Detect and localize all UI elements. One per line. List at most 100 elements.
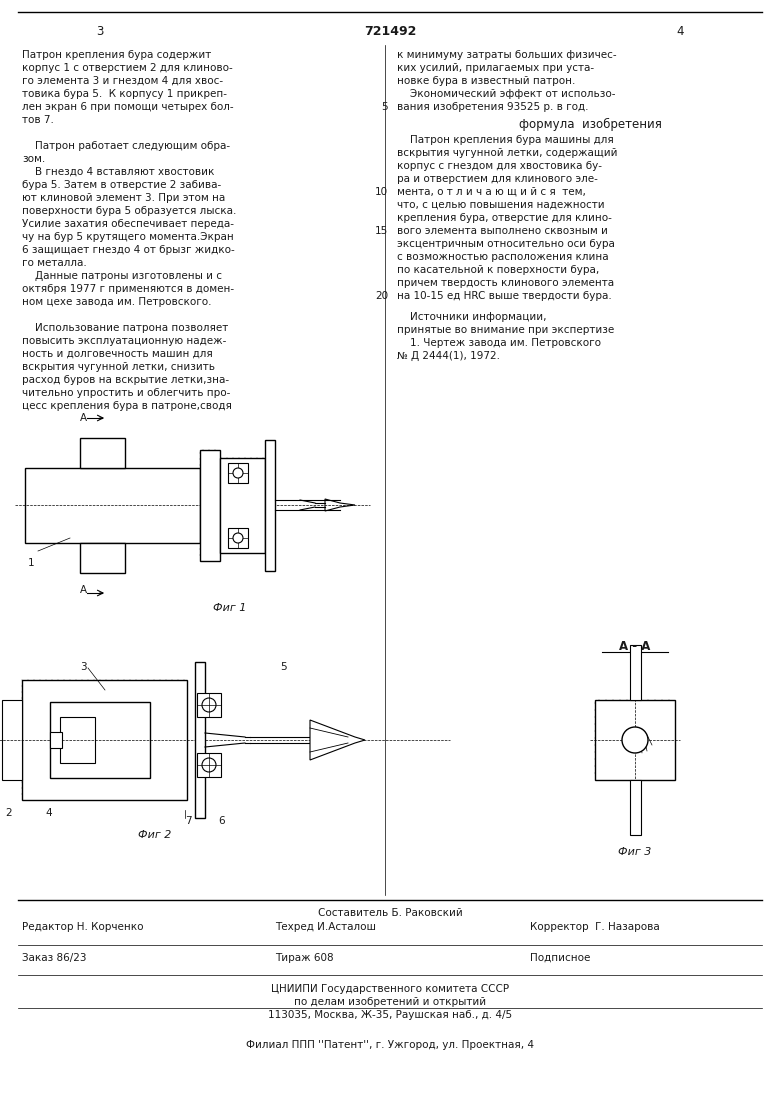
Bar — [197, 693, 221, 717]
Bar — [630, 645, 641, 700]
Bar — [200, 450, 220, 561]
Bar — [228, 463, 248, 483]
Text: бура 5. Затем в отверстие 2 забива-: бура 5. Затем в отверстие 2 забива- — [22, 180, 222, 190]
Text: 3: 3 — [80, 662, 87, 672]
Text: ном цехе завода им. Петровского.: ном цехе завода им. Петровского. — [22, 297, 211, 307]
Text: тов 7.: тов 7. — [22, 115, 54, 125]
Text: эксцентричным относительно оси бура: эксцентричным относительно оси бура — [397, 239, 615, 249]
Text: новке бура в известный патрон.: новке бура в известный патрон. — [397, 76, 576, 86]
Text: Подписное: Подписное — [530, 953, 590, 963]
Text: Редактор Н. Корченко: Редактор Н. Корченко — [22, 922, 144, 932]
Bar — [265, 440, 275, 571]
Text: ЦНИИПИ Государственного комитета СССР: ЦНИИПИ Государственного комитета СССР — [271, 984, 509, 994]
Circle shape — [233, 468, 243, 478]
Text: по касательной к поверхности бура,: по касательной к поверхности бура, — [397, 265, 599, 275]
Text: № Д 2444(1), 1972.: № Д 2444(1), 1972. — [397, 351, 500, 361]
Text: ра и отверстием для клинового эле-: ра и отверстием для клинового эле- — [397, 174, 598, 184]
Text: принятые во внимание при экспертизе: принятые во внимание при экспертизе — [397, 325, 615, 335]
Text: Заказ 86/23: Заказ 86/23 — [22, 953, 87, 963]
Text: ют клиновой элемент 3. При этом на: ют клиновой элемент 3. При этом на — [22, 193, 225, 203]
Text: А: А — [80, 413, 87, 422]
Text: 10: 10 — [375, 188, 388, 197]
Text: вания изобретения 93525 р. в год.: вания изобретения 93525 р. в год. — [397, 101, 588, 113]
Text: вого элемента выполнено сквозным и: вого элемента выполнено сквозным и — [397, 226, 608, 236]
Bar — [197, 753, 221, 777]
Text: Усилие захатия обеспечивает переда-: Усилие захатия обеспечивает переда- — [22, 219, 234, 229]
Text: 2: 2 — [5, 808, 12, 818]
Text: цесс крепления бура в патроне,сводя: цесс крепления бура в патроне,сводя — [22, 401, 232, 411]
Text: Тираж 608: Тираж 608 — [275, 953, 334, 963]
Text: корпус с гнездом для хвостовика бу-: корпус с гнездом для хвостовика бу- — [397, 161, 602, 171]
Text: 15: 15 — [374, 226, 388, 236]
Text: причем твердость клинового элемента: причем твердость клинового элемента — [397, 278, 614, 288]
Text: вскрытия чугунной летки, снизить: вскрытия чугунной летки, снизить — [22, 362, 215, 372]
Text: 7: 7 — [185, 816, 192, 826]
Circle shape — [233, 533, 243, 543]
Text: 6: 6 — [218, 816, 225, 826]
Text: ность и долговечность машин для: ность и долговечность машин для — [22, 349, 213, 358]
Bar — [595, 700, 675, 780]
Text: корпус 1 с отверстием 2 для клиново-: корпус 1 с отверстием 2 для клиново- — [22, 63, 232, 73]
Text: 113035, Москва, Ж-35, Раушская наб., д. 4/5: 113035, Москва, Ж-35, Раушская наб., д. … — [268, 1010, 512, 1020]
Bar — [60, 717, 95, 763]
Text: Экономический эффект от использо-: Экономический эффект от использо- — [397, 89, 615, 99]
Text: А: А — [80, 585, 87, 595]
Text: к минимуму затраты больших физичес-: к минимуму затраты больших физичес- — [397, 50, 617, 60]
Bar — [25, 468, 200, 543]
Polygon shape — [310, 720, 365, 760]
Bar — [630, 780, 641, 835]
Text: Филиал ППП ''Патент'', г. Ужгород, ул. Проектная, 4: Филиал ППП ''Патент'', г. Ужгород, ул. П… — [246, 1040, 534, 1050]
Circle shape — [622, 727, 648, 753]
Text: В гнездо 4 вставляют хвостовик: В гнездо 4 вставляют хвостовик — [22, 167, 215, 176]
Text: Использование патрона позволяет: Использование патрона позволяет — [22, 323, 229, 333]
Text: повысить эксплуатационную надеж-: повысить эксплуатационную надеж- — [22, 336, 226, 346]
Text: что, с целью повышения надежности: что, с целью повышения надежности — [397, 200, 604, 210]
Text: по делам изобретений и открытий: по делам изобретений и открытий — [294, 997, 486, 1007]
Text: Фиг 1: Фиг 1 — [213, 603, 246, 613]
Text: го элемента 3 и гнездом 4 для хвос-: го элемента 3 и гнездом 4 для хвос- — [22, 76, 223, 86]
Text: 20: 20 — [375, 291, 388, 301]
Text: вскрытия чугунной летки, содержащий: вскрытия чугунной летки, содержащий — [397, 148, 618, 158]
Text: крепления бура, отверстие для клино-: крепления бура, отверстие для клино- — [397, 213, 612, 223]
Bar — [2, 700, 22, 780]
Text: го металла.: го металла. — [22, 258, 87, 268]
Text: 1: 1 — [28, 558, 34, 568]
Text: Фиг 2: Фиг 2 — [138, 829, 172, 840]
Text: лен экран 6 при помощи четырех бол-: лен экран 6 при помощи четырех бол- — [22, 101, 234, 113]
Bar — [80, 543, 125, 572]
Text: на 10-15 ед HRC выше твердости бура.: на 10-15 ед HRC выше твердости бура. — [397, 291, 612, 301]
Text: Данные патроны изготовлены и с: Данные патроны изготовлены и с — [22, 271, 222, 281]
Text: 4: 4 — [676, 25, 684, 38]
Text: Корректор  Г. Назарова: Корректор Г. Назарова — [530, 922, 660, 932]
Text: с возможностью расположения клина: с возможностью расположения клина — [397, 251, 608, 263]
Text: 5: 5 — [381, 101, 388, 113]
Text: ких усилий, прилагаемых при уста-: ких усилий, прилагаемых при уста- — [397, 63, 594, 73]
Bar — [50, 732, 62, 748]
Bar — [195, 662, 205, 818]
Bar — [220, 458, 265, 553]
Text: чительно упростить и облегчить про-: чительно упростить и облегчить про- — [22, 388, 230, 398]
Bar — [80, 438, 125, 468]
Text: Техред И.Асталош: Техред И.Асталош — [275, 922, 376, 932]
Text: мента, о т л и ч а ю щ и й с я  тем,: мента, о т л и ч а ю щ и й с я тем, — [397, 188, 586, 197]
Text: формула  изобретения: формула изобретения — [519, 118, 661, 131]
Text: чу на бур 5 крутящего момента.Экран: чу на бур 5 крутящего момента.Экран — [22, 232, 234, 242]
Text: зом.: зом. — [22, 154, 45, 164]
Text: Патрон крепления бура содержит: Патрон крепления бура содержит — [22, 50, 211, 60]
Bar — [22, 681, 187, 800]
Text: Патрон работает следующим обра-: Патрон работает следующим обра- — [22, 141, 230, 151]
Text: 6 защищает гнездо 4 от брызг жидко-: 6 защищает гнездо 4 от брызг жидко- — [22, 245, 235, 255]
Text: 721492: 721492 — [363, 25, 417, 38]
Text: 5: 5 — [280, 662, 286, 672]
Text: Фиг 3: Фиг 3 — [619, 847, 651, 857]
Text: поверхности бура 5 образуется лыска.: поверхности бура 5 образуется лыска. — [22, 206, 236, 216]
Text: 3: 3 — [96, 25, 104, 38]
Text: Составитель Б. Раковский: Составитель Б. Раковский — [317, 908, 463, 918]
Text: товика бура 5.  К корпусу 1 прикреп-: товика бура 5. К корпусу 1 прикреп- — [22, 89, 227, 99]
Text: 4: 4 — [45, 808, 51, 818]
Text: расход буров на вскрытие летки,зна-: расход буров на вскрытие летки,зна- — [22, 375, 229, 385]
Text: Источники информации,: Источники информации, — [397, 312, 547, 322]
Bar — [228, 528, 248, 548]
Text: Патрон крепления бура машины для: Патрон крепления бура машины для — [397, 135, 614, 144]
Text: А - А: А - А — [619, 640, 651, 653]
